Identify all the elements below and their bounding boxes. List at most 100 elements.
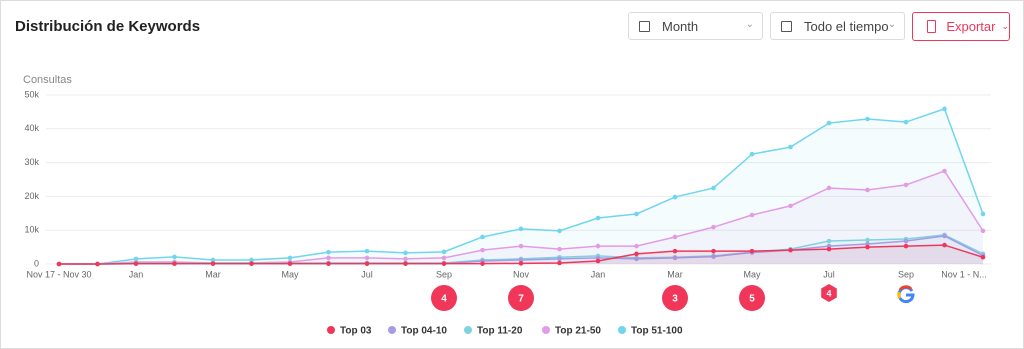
data-point [557, 246, 562, 252]
export-text: Exportar [946, 19, 996, 34]
data-point [557, 228, 562, 234]
data-point [518, 257, 524, 263]
data-point [672, 255, 678, 261]
data-point [865, 237, 870, 243]
x-tick-label: Nov [513, 269, 530, 279]
series-area [59, 235, 983, 264]
data-point [480, 234, 485, 240]
x-tick-label: Jan [129, 269, 144, 279]
data-point [942, 168, 947, 174]
period-select[interactable]: Month ⌄ [628, 12, 763, 40]
data-point [518, 226, 524, 232]
legend-swatch [464, 326, 472, 334]
data-point [480, 261, 485, 266]
data-point [942, 233, 947, 239]
annotation-badge [431, 285, 457, 311]
y-tick-label: 30k [24, 157, 39, 167]
annotation-badge [508, 285, 534, 311]
google-icon [897, 285, 915, 304]
data-point [364, 248, 370, 254]
series-area [59, 245, 983, 264]
x-tick-label: Jul [361, 269, 373, 279]
data-point [672, 248, 678, 254]
annotation-label: 4 [441, 294, 447, 305]
legend-label: Top 21-50 [555, 326, 601, 337]
data-point [364, 261, 370, 266]
annotation-badge [662, 285, 688, 311]
export-icon [927, 20, 937, 33]
data-point [903, 243, 909, 249]
annotation-badge [739, 285, 765, 311]
x-tick-label: Jul [823, 269, 835, 279]
data-point [480, 247, 485, 253]
data-point [903, 182, 909, 188]
widget-title: Distribución de Keywords [15, 18, 201, 35]
legend-label: Top 11-20 [477, 326, 523, 337]
data-point [711, 224, 716, 230]
data-point [788, 144, 793, 150]
data-point [557, 260, 562, 266]
data-point [441, 261, 447, 266]
series-area [59, 171, 983, 264]
data-point [711, 248, 716, 254]
y-tick-label: 10k [24, 225, 39, 235]
data-point [980, 254, 986, 260]
x-tick-label: Nov 1 - N... [941, 269, 987, 279]
data-point [788, 247, 793, 253]
data-point [326, 261, 331, 266]
x-tick-label: Mar [205, 269, 221, 279]
data-point [749, 212, 755, 218]
annotation-badge [821, 284, 837, 302]
data-point [595, 258, 601, 264]
data-point [634, 243, 639, 249]
data-point [403, 250, 408, 256]
annotation-label: 4 [826, 288, 831, 298]
data-point [903, 119, 909, 125]
annotation-label: 7 [518, 294, 524, 305]
data-point [672, 194, 678, 200]
data-point [711, 254, 716, 259]
data-point [326, 249, 331, 255]
range-select[interactable]: Todo el tiempo ⌄ [770, 12, 905, 40]
data-point [826, 120, 832, 126]
export-button[interactable]: Exportar ⌄ [912, 12, 1010, 41]
data-point [942, 242, 947, 248]
data-point [133, 261, 139, 266]
data-point [826, 185, 832, 191]
period-text: Month [662, 18, 699, 34]
data-point [441, 249, 447, 255]
data-point [980, 211, 986, 217]
data-point [557, 256, 562, 262]
data-point [749, 248, 755, 254]
annotation-label: 3 [672, 294, 678, 305]
data-point [595, 215, 601, 221]
data-point [172, 254, 177, 260]
data-point [826, 238, 832, 244]
data-point [865, 244, 870, 250]
data-point [287, 261, 293, 266]
x-tick-label: Nov 17 - Nov 30 [26, 269, 91, 279]
x-tick-label: Sep [898, 269, 914, 279]
data-point [634, 211, 639, 217]
data-point [749, 151, 755, 157]
data-point [634, 251, 639, 257]
y-tick-label: 40k [24, 123, 39, 133]
data-point [518, 261, 524, 266]
data-point [518, 243, 524, 249]
data-point [711, 185, 716, 191]
legend-label: Top 04-10 [401, 326, 447, 337]
data-point [326, 255, 331, 261]
data-point [403, 261, 408, 266]
legend-label: Top 51-100 [631, 326, 683, 337]
y-tick-label: 20k [24, 191, 39, 201]
range-text: Todo el tiempo [804, 18, 889, 34]
data-point [672, 234, 678, 240]
data-point [826, 246, 832, 252]
data-point [903, 238, 909, 244]
legend-swatch [542, 326, 550, 334]
y-tick-label: 0 [34, 258, 39, 268]
series-area [59, 108, 983, 264]
data-point [634, 256, 639, 262]
data-point [56, 261, 62, 267]
